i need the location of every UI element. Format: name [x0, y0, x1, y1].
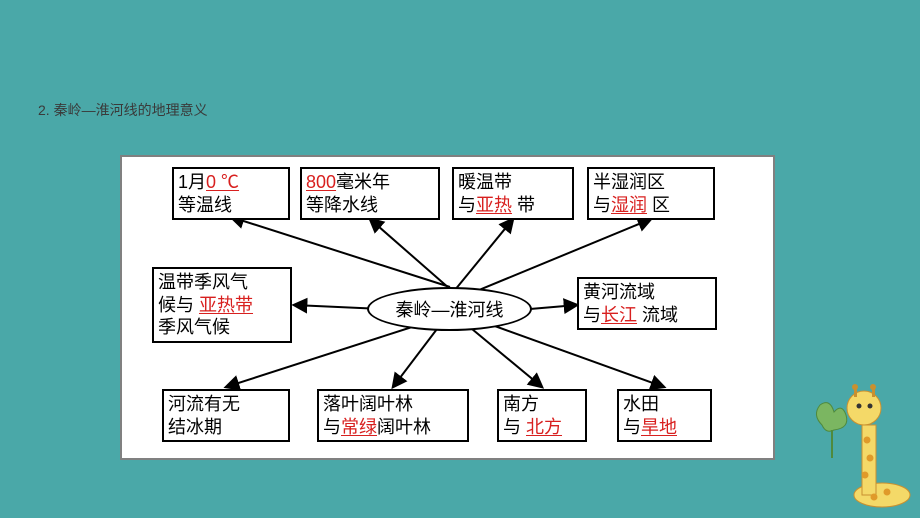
node-b3: 暖温带与亚热 带 [452, 167, 574, 220]
diagram-container: 秦岭—淮河线 1月0 ℃等温线800毫米年等降水线暖温带与亚热 带半湿润区与湿润… [120, 155, 775, 460]
node-b6: 黄河流域与长江 流域 [577, 277, 717, 330]
page-title: 2. 秦岭—淮河线的地理意义 [38, 100, 208, 120]
node-b7: 河流有无结冰期 [162, 389, 290, 442]
node-b4: 半湿润区与湿润 区 [587, 167, 715, 220]
node-b10: 水田与旱地 [617, 389, 712, 442]
node-b2: 800毫米年等降水线 [300, 167, 440, 220]
node-b9: 南方与 北方 [497, 389, 587, 442]
node-b8: 落叶阔叶林与常绿阔叶林 [317, 389, 469, 442]
giraffe-decoration [802, 370, 912, 510]
concept-map: 秦岭—淮河线 1月0 ℃等温线800毫米年等降水线暖温带与亚热 带半湿润区与湿润… [122, 157, 773, 458]
node-b5: 温带季风气候与 亚热带季风气候 [152, 267, 292, 343]
center-node: 秦岭—淮河线 [367, 287, 532, 331]
node-b1: 1月0 ℃等温线 [172, 167, 290, 220]
